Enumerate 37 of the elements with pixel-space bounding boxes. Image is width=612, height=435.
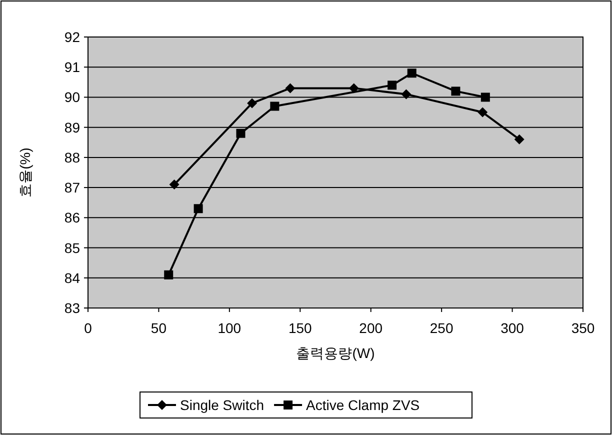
- legend-label: Single Switch: [180, 397, 264, 413]
- y-tick-label: 92: [64, 29, 80, 45]
- point: [236, 128, 246, 138]
- point: [451, 86, 460, 96]
- point: [285, 83, 296, 94]
- legend-label: Active Clamp ZVS: [306, 397, 420, 413]
- x-tick-label: 350: [571, 320, 595, 336]
- point: [407, 68, 416, 78]
- y-tick-label: 88: [64, 149, 80, 166]
- point: [348, 83, 359, 94]
- x-tick-label: 300: [500, 320, 524, 336]
- point: [169, 180, 180, 190]
- y-axis-title: 효율(%): [17, 148, 33, 198]
- point: [478, 107, 488, 118]
- point: [270, 102, 280, 111]
- x-tick-label: 150: [288, 320, 312, 336]
- point: [194, 204, 203, 214]
- y-tick-label: 91: [64, 59, 80, 76]
- y-tick-label: 85: [64, 240, 80, 256]
- y-tick-label: 84: [64, 270, 80, 286]
- x-tick-label: 250: [430, 320, 454, 336]
- point: [247, 98, 258, 108]
- point: [164, 270, 174, 280]
- x-tick-label: 0: [84, 320, 92, 336]
- point: [388, 80, 397, 90]
- x-tick-label: 100: [218, 320, 242, 336]
- x-tick-label: 50: [150, 320, 167, 336]
- point: [514, 134, 524, 144]
- x-axis-title: 출력용량(W): [296, 345, 375, 361]
- y-tick-label: 90: [64, 89, 80, 106]
- x-tick-label: 200: [359, 320, 383, 336]
- point: [480, 92, 490, 102]
- point: [401, 89, 412, 100]
- y-tick-label: 89: [64, 119, 80, 136]
- y-tick-label: 87: [64, 180, 80, 196]
- y-tick-label: 83: [64, 300, 80, 316]
- y-tick-label: 86: [64, 210, 80, 226]
